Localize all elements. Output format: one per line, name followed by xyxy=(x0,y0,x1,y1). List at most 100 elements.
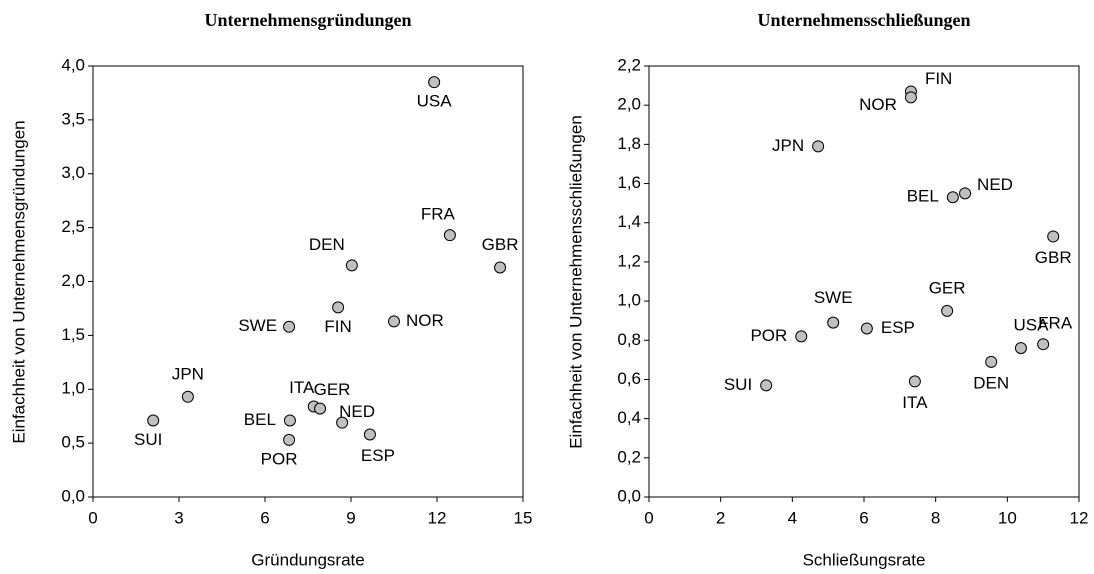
point xyxy=(827,316,840,329)
x-tick-label: 15 xyxy=(514,508,533,527)
point-label: SWE xyxy=(238,316,277,335)
point-label: FIN xyxy=(925,69,952,88)
point-label: DEN xyxy=(309,235,345,254)
y-tick-label: 2,5 xyxy=(61,217,85,236)
y-tick-label: 3,5 xyxy=(61,109,85,128)
point xyxy=(345,259,358,272)
y-tick-label: 0,0 xyxy=(61,486,85,505)
point xyxy=(428,76,441,89)
x-tick-label: 12 xyxy=(428,508,447,527)
point xyxy=(181,390,194,403)
y-tick-label: 2,0 xyxy=(617,95,641,114)
point xyxy=(795,330,808,343)
point xyxy=(494,261,507,274)
y-tick-label: 1,4 xyxy=(617,212,641,231)
point xyxy=(959,187,972,200)
point-label: ESP xyxy=(881,318,915,337)
point-label: GBR xyxy=(482,235,519,254)
y-tick-label: 1,0 xyxy=(617,291,641,310)
y-tick-label: 1,8 xyxy=(617,134,641,153)
point-label: SWE xyxy=(814,288,853,307)
point xyxy=(941,304,954,317)
point-label: NOR xyxy=(406,311,444,330)
point-label: BEL xyxy=(244,410,276,429)
point xyxy=(283,433,296,446)
x-tick-label: 0 xyxy=(88,508,97,527)
point xyxy=(147,414,160,427)
point xyxy=(314,402,327,415)
point xyxy=(388,315,400,328)
point-label: NOR xyxy=(859,95,897,114)
point xyxy=(860,322,873,335)
point-label: GER xyxy=(314,380,351,399)
point xyxy=(946,191,959,204)
point xyxy=(908,375,921,388)
point xyxy=(443,229,456,242)
point xyxy=(336,416,349,429)
point xyxy=(1047,230,1060,243)
point-label: POR xyxy=(750,326,787,345)
y-tick-label: 0,8 xyxy=(617,330,641,349)
point-label: NED xyxy=(977,175,1013,194)
y-tick-label: 0,6 xyxy=(617,369,641,388)
x-tick-label: 3 xyxy=(174,508,183,527)
point xyxy=(363,428,376,441)
x-tick-label: 0 xyxy=(644,508,653,527)
y-tick-label: 0,5 xyxy=(61,433,85,452)
x-axis-title: Gründungsrate xyxy=(251,550,364,569)
x-axis-title: Schließungsrate xyxy=(803,550,926,569)
x-tick-label: 10 xyxy=(998,508,1017,527)
plot-frame xyxy=(648,65,1080,498)
y-tick-label: 4,0 xyxy=(61,55,85,74)
point xyxy=(1014,342,1027,355)
point-label: POR xyxy=(261,449,298,468)
point-label: BEL xyxy=(907,187,939,206)
y-axis-title: Einfachheit von Unternehmensschließungen xyxy=(566,115,585,449)
point-label: JPN xyxy=(772,136,804,155)
y-tick-label: 1,6 xyxy=(617,173,641,192)
y-tick-label: 1,2 xyxy=(617,251,641,270)
y-axis-title: Einfachheit von Unternehmensgründungen xyxy=(9,120,28,443)
x-tick-label: 8 xyxy=(931,508,940,527)
point-label: NED xyxy=(339,402,375,421)
point-label: JPN xyxy=(172,364,204,383)
point-label: FIN xyxy=(324,317,351,336)
x-tick-label: 2 xyxy=(716,508,725,527)
point-label: USA xyxy=(417,92,453,111)
chart-title: Unternehmensschließungen xyxy=(757,10,970,30)
point-label: GER xyxy=(929,278,966,297)
point-label: SUI xyxy=(724,375,752,394)
point xyxy=(332,301,345,314)
point-label: ITA xyxy=(289,378,315,397)
y-tick-label: 1,0 xyxy=(61,379,85,398)
x-tick-label: 6 xyxy=(260,508,269,527)
point xyxy=(904,91,917,104)
x-tick-label: 6 xyxy=(859,508,868,527)
point xyxy=(283,320,296,333)
y-tick-label: 1,5 xyxy=(61,325,85,344)
point-label: USA xyxy=(1013,316,1049,335)
point xyxy=(760,379,773,392)
x-tick-label: 12 xyxy=(1070,508,1089,527)
y-tick-label: 3,0 xyxy=(61,163,85,182)
y-tick-label: 0,0 xyxy=(617,486,641,505)
point-label: FRA xyxy=(421,205,456,224)
point-label: DEN xyxy=(973,373,1009,392)
point-label: GBR xyxy=(1035,248,1072,267)
y-tick-label: 2,0 xyxy=(61,271,85,290)
point xyxy=(1037,338,1050,351)
point xyxy=(812,140,825,153)
y-tick-label: 0,2 xyxy=(617,447,641,466)
point xyxy=(283,414,296,427)
point-label: ITA xyxy=(902,393,928,412)
x-tick-label: 9 xyxy=(346,508,355,527)
point-label: SUI xyxy=(134,430,162,449)
y-tick-label: 0,4 xyxy=(617,408,641,427)
x-tick-label: 4 xyxy=(788,508,797,527)
chart-title: Unternehmensgründungen xyxy=(204,10,411,30)
point-label: FRA xyxy=(1038,314,1073,333)
y-tick-label: 2,2 xyxy=(617,55,641,74)
point xyxy=(985,355,998,368)
